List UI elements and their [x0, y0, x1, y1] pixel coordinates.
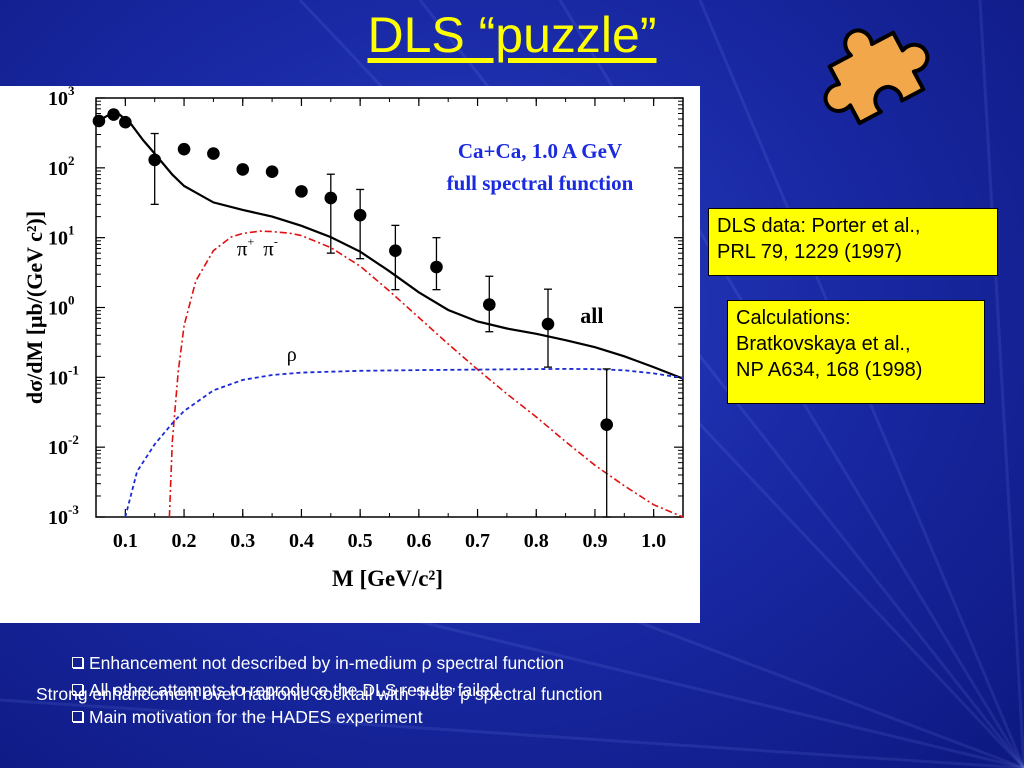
x-tick-label: 0.7 — [465, 530, 490, 552]
data-point — [353, 208, 367, 222]
chart-annotation-line: full spectral function — [447, 171, 634, 195]
bullet-text: Main motivation for the HADES experiment — [89, 707, 423, 727]
curve-label-pi-minus: π- — [263, 234, 278, 260]
y-tick-exponent: 0 — [68, 293, 75, 308]
bullet-text: All other attempts to reproduce the DLS … — [89, 680, 500, 700]
data-point — [295, 185, 308, 198]
checkbox-bullet-icon — [72, 657, 83, 668]
reference-box-calculations: Calculations: Bratkovskaya et al., NP A6… — [727, 300, 985, 404]
data-point — [177, 142, 191, 156]
pi-minus-superscript: - — [274, 234, 278, 248]
data-point — [148, 153, 161, 167]
curve-label-all: all — [580, 303, 603, 328]
pipi-curve — [168, 230, 684, 518]
y-tick-exponent: -2 — [68, 432, 79, 447]
rho-curve — [124, 367, 684, 518]
x-tick-label: 0.6 — [406, 530, 431, 552]
y-tick-exponent: -1 — [68, 362, 79, 377]
y-tick-label: 10-2 — [48, 432, 79, 459]
y-tick-exponent: 2 — [68, 153, 75, 168]
data-point — [324, 191, 338, 205]
curve-label-pi-plus: π+ — [237, 234, 255, 260]
pi-plus-superscript: + — [247, 234, 254, 248]
x-tick-label: 0.3 — [230, 530, 255, 552]
data-point — [265, 165, 279, 179]
data-point — [389, 244, 402, 258]
reference-box-data: DLS data: Porter et al., PRL 79, 1229 (1… — [708, 208, 998, 276]
y-tick-label: 103 — [48, 86, 75, 110]
x-tick-label: 0.1 — [113, 530, 138, 552]
data-point — [600, 418, 613, 431]
data-point — [430, 260, 443, 274]
data-point — [207, 147, 220, 160]
x-tick-label: 0.9 — [582, 530, 607, 552]
data-point — [107, 108, 120, 121]
y-tick-exponent: 3 — [68, 86, 75, 98]
bullet-text: Enhancement not described by in-medium ρ… — [89, 653, 564, 673]
y-tick-exponent: -3 — [68, 502, 79, 517]
x-axis-label: M [GeV/c²] — [332, 566, 443, 591]
x-tick-label: 1.0 — [641, 530, 666, 552]
data-point — [92, 114, 106, 128]
overlay-caption: Strong enhancement over hadronic cocktai… — [36, 684, 603, 704]
slide-title: DLS “puzzle” — [367, 7, 657, 63]
x-tick-label: 0.5 — [348, 530, 373, 552]
bullet-item: Enhancement not described by in-medium ρ… — [72, 653, 564, 674]
y-tick-label: 10-3 — [48, 502, 79, 529]
y-tick-label: 10-1 — [48, 362, 79, 389]
reference-line: NP A634, 168 (1998) — [736, 359, 923, 381]
y-tick-label: 102 — [48, 153, 75, 180]
data-point — [119, 115, 132, 129]
bullet-item: Main motivation for the HADES experiment — [72, 707, 423, 728]
checkbox-bullet-icon — [72, 711, 83, 722]
bullet-item: All other attempts to reproduce the DLS … — [72, 680, 500, 701]
reference-line: DLS data: Porter et al., — [717, 215, 921, 237]
reference-line: Bratkovskaya et al., — [736, 333, 911, 355]
chart: 0.1 0.2 0.3 0.4 0.5 0.6 0.7 0.8 0.9 1.010-310-210… — [22, 86, 684, 591]
data-point — [541, 317, 555, 331]
y-tick-label: 101 — [48, 223, 75, 250]
chart-panel: 0.1 0.2 0.3 0.4 0.5 0.6 0.7 0.8 0.9 1.0 10-3 10-2 10… — [0, 86, 700, 623]
curve-label-rho: ρ — [287, 344, 297, 366]
data-point — [236, 163, 250, 176]
y-tick-label: 100 — [48, 293, 75, 320]
chart-annotation-line: Ca+Ca, 1.0 A GeV — [458, 139, 622, 163]
y-axis-label: dσ/dM [μb/(GeV c²)] — [22, 211, 47, 404]
checkbox-bullet-icon — [72, 684, 83, 695]
x-tick-label: 0.8 — [524, 530, 549, 552]
data-point — [482, 298, 496, 311]
y-tick-exponent: 1 — [68, 223, 75, 238]
x-tick-label: 0.4 — [289, 530, 314, 552]
x-tick-label: 0.2 — [172, 530, 197, 552]
reference-line: PRL 79, 1229 (1997) — [717, 241, 902, 263]
reference-line: Calculations: — [736, 307, 851, 329]
puzzle-piece-icon — [823, 28, 930, 126]
